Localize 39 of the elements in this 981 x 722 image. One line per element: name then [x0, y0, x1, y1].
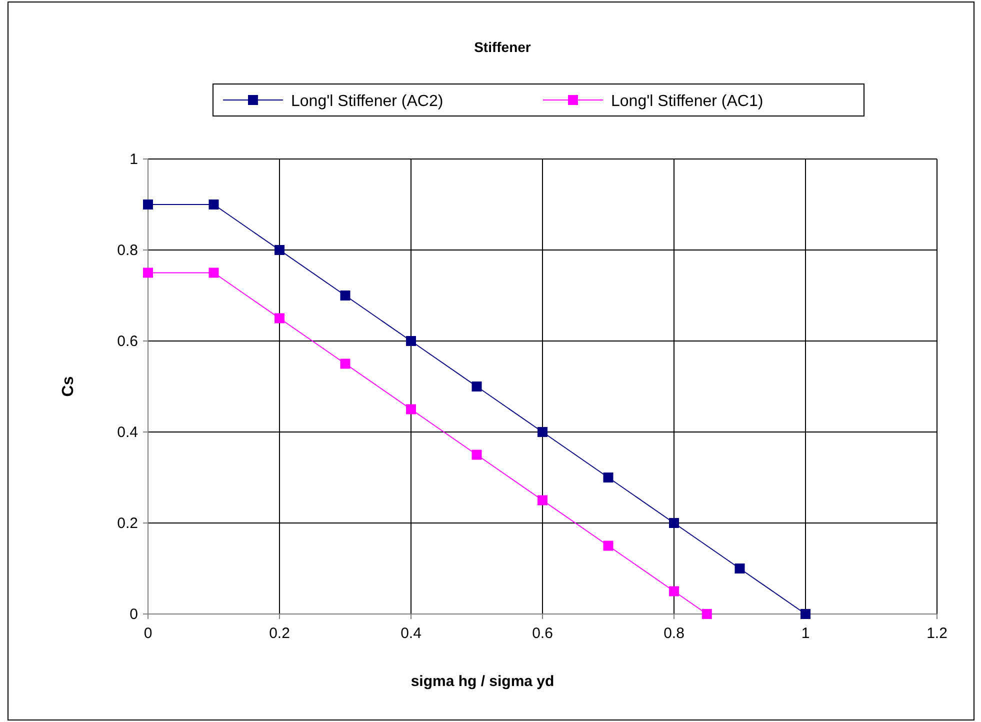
- y-tick-label: 0.6: [117, 333, 138, 350]
- point: [274, 245, 284, 255]
- x-tick-label: 0.8: [664, 625, 684, 642]
- point: [472, 382, 482, 392]
- y-tick-label: 0.4: [117, 424, 138, 441]
- point: [702, 609, 712, 619]
- point: [143, 268, 153, 278]
- point: [406, 336, 416, 346]
- legend-label: Long'l Stiffener (AC2): [291, 93, 444, 110]
- point: [208, 268, 219, 278]
- point: [340, 358, 350, 369]
- point: [406, 404, 416, 414]
- x-tick-label: 1.2: [926, 625, 948, 642]
- point: [734, 564, 745, 574]
- y-tick-label: 0.2: [117, 515, 138, 532]
- x-axis-title: sigma hg / sigma yd: [410, 673, 554, 690]
- point: [603, 540, 614, 551]
- point: [669, 586, 679, 596]
- y-axis-title: Cs: [60, 376, 77, 397]
- point: [472, 450, 482, 460]
- point: [143, 200, 153, 210]
- point: [603, 472, 614, 482]
- point: [340, 290, 350, 300]
- x-tick-label: 0: [144, 625, 152, 642]
- point: [208, 200, 219, 210]
- x-tick-label: 0.2: [269, 625, 290, 642]
- y-tick-label: 0: [130, 606, 138, 623]
- x-tick-label: 0.6: [532, 625, 553, 642]
- x-tick-label: 1: [801, 625, 810, 642]
- legend-label: Long'l Stiffener (AC1): [611, 93, 764, 110]
- x-tick-label: 0.4: [400, 625, 422, 642]
- point: [800, 609, 810, 619]
- y-tick-label: 0.8: [117, 242, 138, 259]
- y-tick-label: 1: [130, 151, 138, 168]
- point: [538, 495, 548, 506]
- point: [669, 518, 679, 528]
- chart-title: Stiffener: [474, 39, 532, 55]
- point: [538, 427, 548, 437]
- point: [274, 313, 284, 324]
